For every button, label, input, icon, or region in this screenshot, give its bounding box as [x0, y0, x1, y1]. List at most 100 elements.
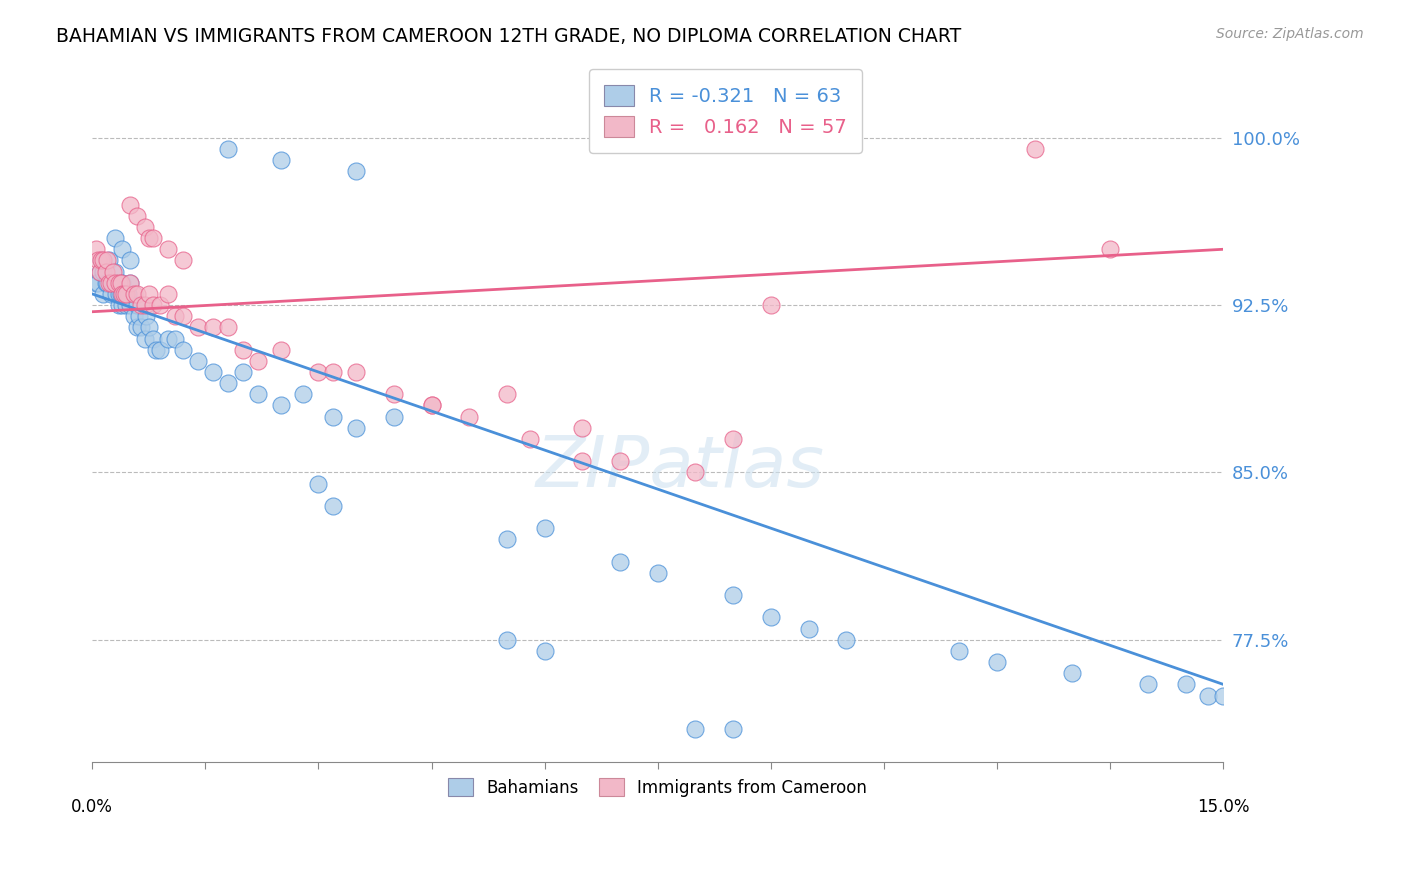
- Point: [100, 276, 122, 290]
- Point: [110, 276, 132, 290]
- Point: [270, 399, 292, 413]
- Point: [986, 655, 1008, 669]
- Point: [1174, 677, 1197, 691]
- Point: [165, 332, 187, 346]
- Point: [129, 320, 152, 334]
- Point: [149, 298, 172, 312]
- Point: [104, 264, 127, 278]
- Point: [104, 276, 127, 290]
- Point: [103, 276, 125, 290]
- Point: [322, 499, 344, 513]
- Point: [93, 286, 115, 301]
- Point: [118, 197, 141, 211]
- Point: [685, 722, 707, 736]
- Point: [685, 466, 707, 480]
- Point: [149, 343, 172, 357]
- Point: [145, 343, 167, 357]
- Point: [127, 286, 149, 301]
- Point: [117, 286, 139, 301]
- Point: [100, 286, 122, 301]
- Point: [609, 454, 631, 468]
- Point: [571, 454, 593, 468]
- Point: [201, 320, 224, 334]
- Point: [172, 343, 194, 357]
- Point: [217, 376, 239, 391]
- Point: [97, 276, 120, 290]
- Text: BAHAMIAN VS IMMIGRANTS FROM CAMEROON 12TH GRADE, NO DIPLOMA CORRELATION CHART: BAHAMIAN VS IMMIGRANTS FROM CAMEROON 12T…: [56, 27, 962, 45]
- Point: [97, 253, 120, 268]
- Point: [104, 276, 127, 290]
- Point: [141, 298, 163, 312]
- Point: [141, 332, 163, 346]
- Point: [111, 276, 134, 290]
- Point: [104, 231, 127, 245]
- Point: [217, 142, 239, 156]
- Point: [110, 286, 132, 301]
- Point: [571, 421, 593, 435]
- Point: [156, 286, 179, 301]
- Point: [127, 298, 149, 312]
- Point: [84, 242, 107, 256]
- Point: [118, 276, 141, 290]
- Point: [759, 610, 782, 624]
- Point: [87, 276, 110, 290]
- Point: [1136, 677, 1159, 691]
- Point: [948, 644, 970, 658]
- Point: [87, 253, 110, 268]
- Point: [135, 309, 157, 323]
- Point: [647, 566, 669, 580]
- Point: [96, 253, 118, 268]
- Point: [127, 320, 149, 334]
- Point: [322, 365, 344, 379]
- Point: [105, 286, 128, 301]
- Point: [138, 320, 160, 334]
- Point: [93, 264, 115, 278]
- Point: [420, 399, 443, 413]
- Point: [232, 343, 254, 357]
- Point: [797, 622, 820, 636]
- Legend: Bahamians, Immigrants from Cameroon: Bahamians, Immigrants from Cameroon: [441, 772, 875, 804]
- Point: [127, 209, 149, 223]
- Point: [496, 387, 519, 401]
- Point: [187, 320, 209, 334]
- Point: [1062, 666, 1084, 681]
- Point: [307, 476, 329, 491]
- Point: [721, 432, 744, 446]
- Point: [201, 365, 224, 379]
- Point: [382, 409, 405, 424]
- Point: [1197, 689, 1219, 703]
- Text: 15.0%: 15.0%: [1197, 797, 1250, 815]
- Point: [94, 264, 117, 278]
- Point: [122, 309, 145, 323]
- Point: [89, 264, 111, 278]
- Point: [141, 231, 163, 245]
- Point: [122, 286, 145, 301]
- Point: [835, 632, 858, 647]
- Point: [112, 286, 135, 301]
- Point: [111, 286, 134, 301]
- Point: [94, 276, 117, 290]
- Point: [609, 555, 631, 569]
- Point: [128, 309, 150, 323]
- Point: [217, 320, 239, 334]
- Point: [232, 365, 254, 379]
- Point: [322, 409, 344, 424]
- Point: [118, 298, 141, 312]
- Point: [129, 298, 152, 312]
- Point: [307, 365, 329, 379]
- Point: [458, 409, 481, 424]
- Point: [759, 298, 782, 312]
- Point: [344, 365, 367, 379]
- Point: [90, 253, 112, 268]
- Point: [134, 219, 156, 234]
- Point: [247, 354, 270, 368]
- Point: [111, 242, 134, 256]
- Point: [420, 399, 443, 413]
- Point: [533, 521, 555, 535]
- Point: [496, 632, 519, 647]
- Point: [165, 309, 187, 323]
- Point: [721, 588, 744, 602]
- Point: [172, 253, 194, 268]
- Point: [533, 644, 555, 658]
- Point: [84, 276, 107, 290]
